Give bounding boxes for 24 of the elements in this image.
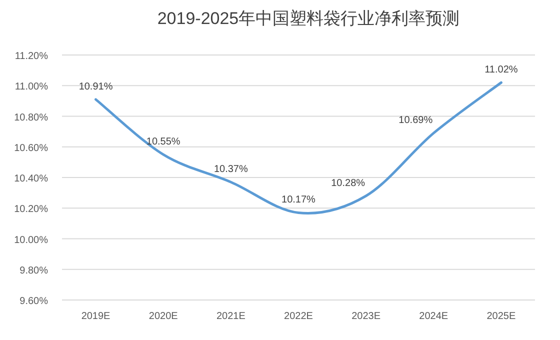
data-label: 11.02% [484, 64, 518, 76]
data-label: 10.17% [282, 194, 316, 206]
y-tick-label: 11.00% [14, 82, 48, 93]
y-tick-label: 9.60% [20, 296, 48, 307]
chart-title: 2019-2025年中国塑料袋行业净利率预测 [157, 9, 460, 28]
data-label: 10.69% [398, 115, 433, 126]
y-tick-label: 10.80% [14, 112, 48, 124]
y-tick-label: 10.60% [14, 142, 48, 154]
x-tick-label: 2022E [284, 311, 314, 322]
data-label: 10.37% [214, 164, 248, 176]
x-tick-label: 2025E [486, 311, 516, 322]
y-tick-label: 10.20% [14, 204, 48, 216]
y-tick-label: 9.80% [20, 265, 48, 276]
data-label: 10.28% [331, 178, 366, 189]
x-tick-label: 2020E [148, 311, 178, 322]
x-tick-label: 2023E [352, 311, 381, 322]
x-tick-label: 2024E [419, 311, 448, 322]
data-label: 10.55% [146, 136, 180, 148]
x-tick-label: 2021E [216, 311, 246, 322]
y-tick-label: 10.40% [14, 174, 48, 184]
y-tick-label: 10.00% [14, 234, 48, 246]
y-tick-label: 11.20% [14, 51, 48, 62]
data-label: 10.91% [78, 81, 113, 92]
x-tick-label: 2019E [81, 311, 111, 322]
